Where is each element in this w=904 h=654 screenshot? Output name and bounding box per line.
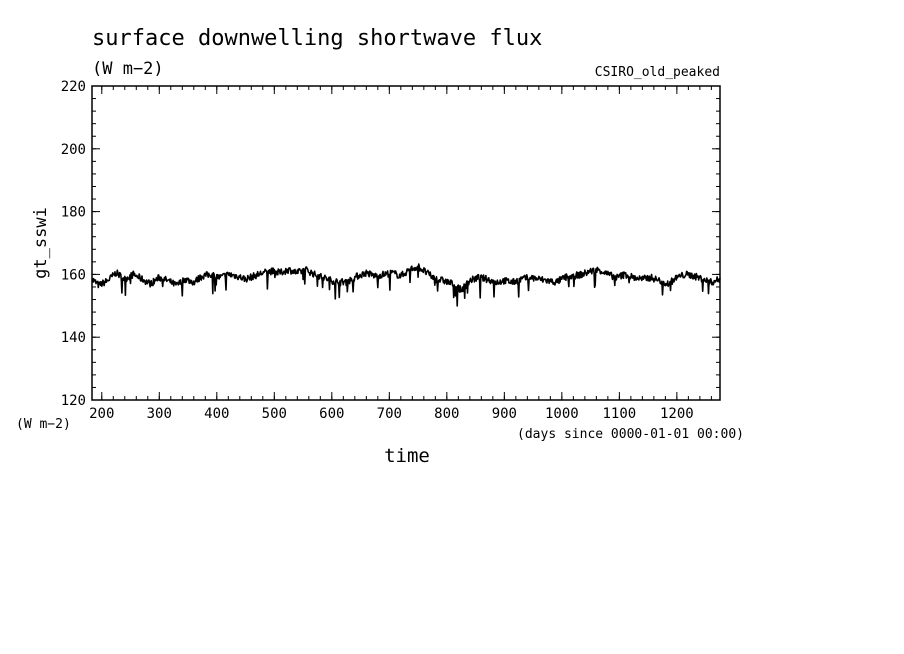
- y-tick-label: 140: [61, 330, 86, 346]
- series-line: [91, 263, 721, 307]
- y-tick-label: 120: [61, 393, 86, 409]
- x-tick-labels: 200 300 400 500 600 700 800 900 1000 1100 1200: [89, 406, 694, 422]
- y-axis-label: gt_sswi: [31, 207, 51, 279]
- x-tick-label: 600: [319, 406, 344, 422]
- x-axis-label: time: [384, 445, 430, 467]
- x-tick-label: 1000: [545, 406, 579, 422]
- y-tick-label: 160: [61, 267, 86, 283]
- y-tick-labels: 120 140 160 180 200 220: [61, 79, 86, 409]
- y-axis-units: (W m−2): [16, 417, 71, 432]
- x-tick-label: 500: [262, 406, 287, 422]
- chart-title: surface downwelling shortwave flux: [92, 26, 542, 51]
- x-axis-units: (days since 0000-01-01 00:00): [517, 427, 744, 442]
- y-tick-label: 180: [61, 205, 86, 221]
- y-tick-label: 200: [61, 142, 86, 158]
- x-tick-label: 400: [204, 406, 229, 422]
- x-tick-label: 200: [89, 406, 114, 422]
- x-tick-label: 800: [434, 406, 459, 422]
- x-tick-label: 1200: [660, 406, 694, 422]
- x-tick-label: 1100: [602, 406, 636, 422]
- axis-ticks: [92, 85, 720, 401]
- dataset-label: CSIRO_old_peaked: [595, 65, 720, 80]
- x-tick-label: 900: [492, 406, 517, 422]
- y-tick-label: 220: [61, 79, 86, 95]
- x-tick-label: 700: [377, 406, 402, 422]
- plot-frame: [91, 85, 721, 401]
- x-tick-label: 300: [147, 406, 172, 422]
- chart-subtitle: (W m−2): [92, 59, 164, 79]
